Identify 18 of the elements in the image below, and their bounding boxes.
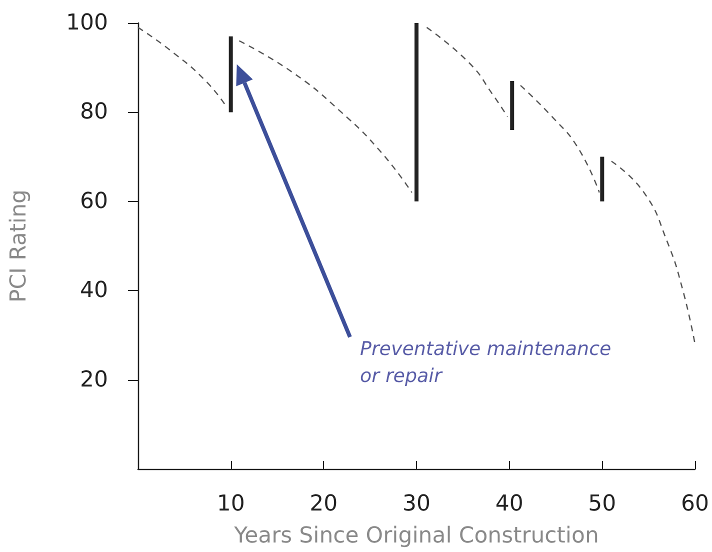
line-series (610, 160, 696, 345)
y-tick-label: 40 (80, 278, 108, 304)
x-tick-label: 10 (216, 492, 245, 516)
line-series (520, 84, 600, 194)
y-tick-label: 20 (80, 367, 108, 392)
line-series (426, 26, 508, 118)
y-tick-label: 80 (80, 100, 108, 125)
x-tick-label: 60 (681, 492, 709, 516)
y-axis-title: PCI Rating (6, 189, 32, 303)
annotation: Preventative maintenance or repair (360, 337, 612, 389)
x-tick-label: 30 (402, 492, 430, 516)
y-tick-label: 60 (80, 188, 108, 214)
x-tick-label: 50 (588, 492, 616, 516)
x-tick-label: 20 (310, 492, 338, 516)
x-axis-title: Years Since Original Construction (233, 524, 599, 548)
x-tick-label: 40 (495, 492, 524, 516)
line-series (238, 40, 413, 194)
y-tick-label: 100 (66, 10, 108, 36)
